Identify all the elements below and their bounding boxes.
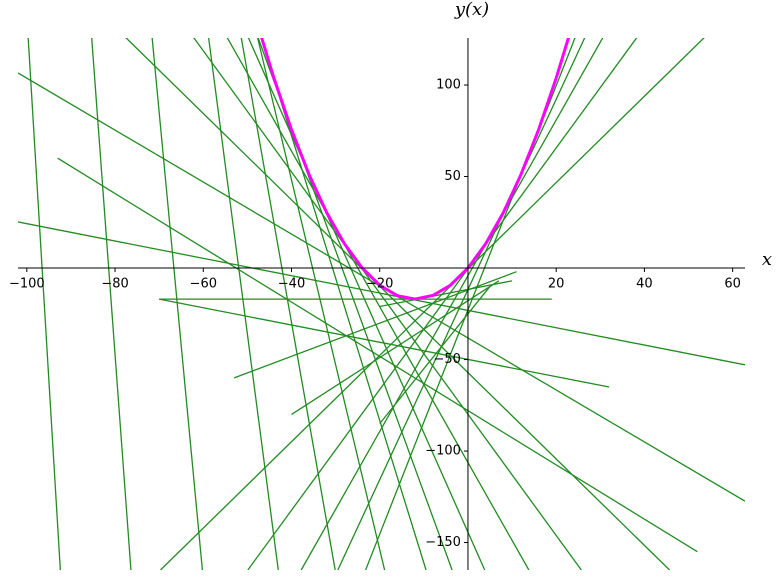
line xyxy=(151,38,204,570)
x-tick-label: −80 xyxy=(101,277,128,292)
line xyxy=(57,157,698,553)
y-tick-label: 100 xyxy=(436,78,461,93)
line xyxy=(257,38,386,570)
y-tick-label: −100 xyxy=(425,444,461,459)
line xyxy=(379,285,491,425)
line xyxy=(300,38,604,570)
x-tick-label: −20 xyxy=(366,277,393,292)
y-tick-label: 50 xyxy=(444,169,461,184)
y-axis-label: y(x) xyxy=(454,0,489,20)
line xyxy=(91,38,132,570)
y-tick-label: −50 xyxy=(434,352,461,367)
x-tick-label: −60 xyxy=(190,277,217,292)
line xyxy=(159,298,610,388)
line xyxy=(260,38,427,570)
x-tick-label: 20 xyxy=(548,277,565,292)
line xyxy=(125,38,671,570)
line xyxy=(193,38,582,570)
line xyxy=(379,280,513,308)
line xyxy=(291,280,500,415)
x-axis-label: x xyxy=(762,249,772,270)
x-tick-label: 60 xyxy=(724,277,741,292)
line xyxy=(207,38,279,570)
curve xyxy=(260,38,570,301)
line xyxy=(27,38,61,570)
plot-area xyxy=(18,38,745,570)
line xyxy=(337,38,586,570)
line xyxy=(247,38,638,570)
x-tick-label: −40 xyxy=(278,277,305,292)
line xyxy=(18,221,745,366)
line xyxy=(240,38,336,570)
line xyxy=(247,38,486,570)
line xyxy=(233,271,517,379)
x-tick-label: 40 xyxy=(636,277,653,292)
y-tick-label: −150 xyxy=(425,535,461,550)
line xyxy=(226,38,530,570)
axes: −100 −80 −60 −40 −20 20 40 60 −150 −100 −50 50 100 xyxy=(9,38,745,570)
x-tick-label: −100 xyxy=(9,277,45,292)
